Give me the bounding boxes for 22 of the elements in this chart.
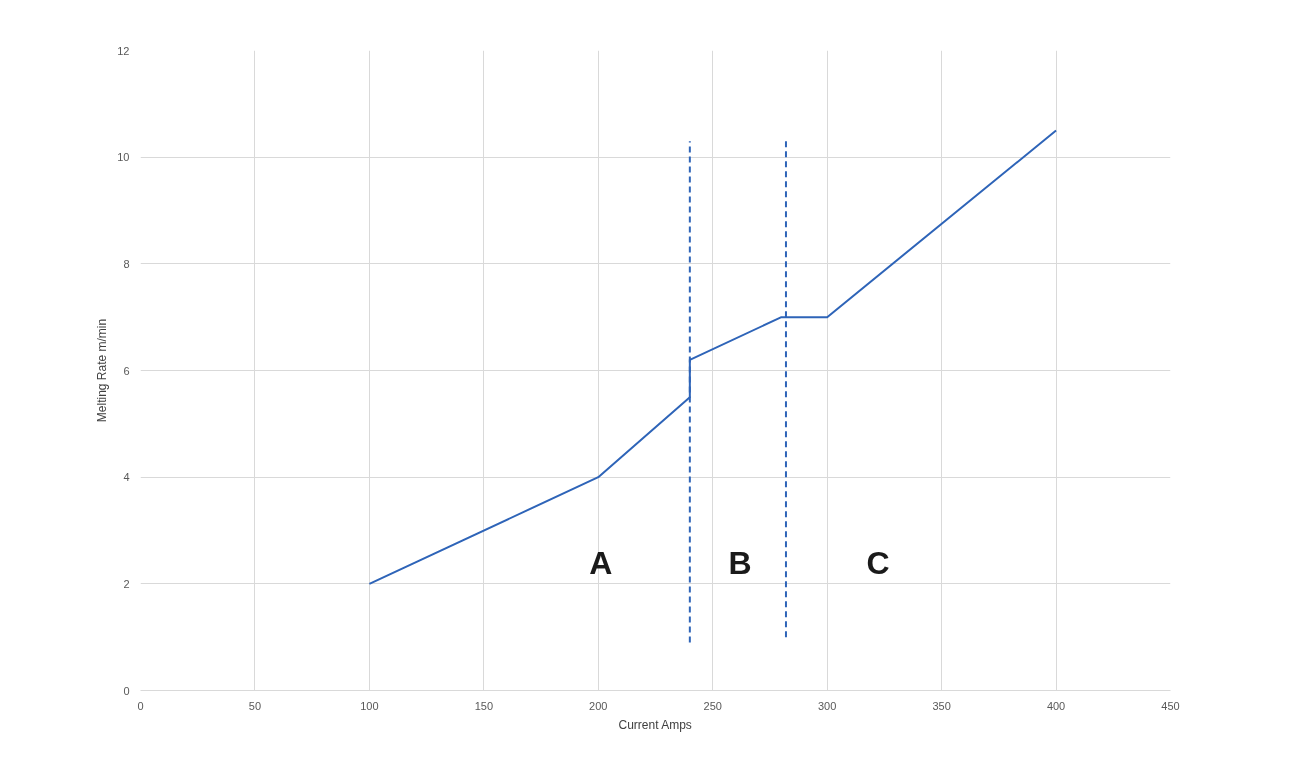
- y-tick-label: 8: [123, 257, 130, 270]
- x-tick-label: 150: [474, 699, 494, 712]
- x-tick-label: 450: [1161, 699, 1180, 712]
- x-tick-label: 400: [1046, 699, 1066, 712]
- x-tick-label: 350: [932, 699, 951, 712]
- y-tick-label: 2: [123, 577, 130, 590]
- x-tick-label: 250: [703, 699, 722, 712]
- y-tick-label: 12: [117, 44, 130, 57]
- annotation: B: [728, 544, 752, 581]
- x-tick-label: 200: [589, 699, 608, 712]
- x-tick-label: 50: [248, 699, 262, 712]
- annotation: A: [589, 544, 613, 581]
- x-tick-label: 100: [360, 699, 379, 712]
- x-tick-label: 300: [817, 699, 837, 712]
- x-axis-title: Current Amps: [618, 717, 692, 732]
- y-tick-label: 6: [123, 364, 130, 377]
- y-tick-label: 10: [117, 151, 130, 164]
- annotation: C: [866, 544, 890, 581]
- x-tick-label: 0: [137, 699, 144, 712]
- y-tick-label: 4: [123, 471, 130, 484]
- y-axis-title: Melting Rate m/min: [95, 318, 110, 423]
- y-tick-label: 0: [123, 684, 130, 697]
